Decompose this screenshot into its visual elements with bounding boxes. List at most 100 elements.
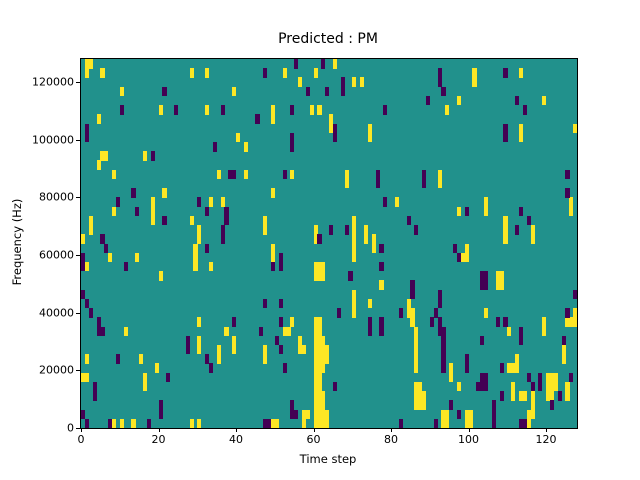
heatmap-cell-high [197, 317, 202, 327]
heatmap-cell-high [313, 68, 318, 78]
heatmap-cell-low [538, 372, 543, 383]
heatmap-cell-high [437, 169, 442, 180]
heatmap-cell-high [189, 68, 194, 78]
heatmap-cell-high [526, 418, 531, 428]
heatmap-cell-high [549, 381, 555, 392]
x-tick-mark [81, 428, 82, 432]
heatmap-cell-low [332, 381, 338, 392]
heatmap-cell-low [123, 261, 128, 272]
y-tick-label: 20000 [39, 363, 74, 377]
heatmap-cell-high [546, 391, 551, 401]
heatmap-cell-high [84, 354, 90, 364]
heatmap-cell-low [290, 142, 295, 152]
chart-title: Predicted : PM [278, 31, 378, 47]
heatmap-cell-low [433, 308, 438, 318]
heatmap-cell-high [573, 123, 577, 134]
heatmap-cell-high [549, 391, 555, 401]
heatmap-cell-low [437, 68, 442, 78]
heatmap-cell-low [480, 335, 485, 346]
heatmap-cell-low [433, 418, 438, 428]
heatmap-cell-high [313, 363, 318, 373]
heatmap-cell-high [84, 372, 90, 383]
heatmap-cell-high [418, 381, 423, 392]
heatmap-cell-high [88, 215, 93, 226]
heatmap-cell-low [146, 418, 152, 428]
heatmap-cell-high [158, 105, 163, 115]
heatmap-cell-low [212, 142, 217, 152]
heatmap-cell-low [503, 317, 508, 327]
heatmap-cell-high [270, 114, 276, 124]
heatmap-cell-low [224, 206, 229, 217]
heatmap-cell-high [445, 409, 450, 420]
heatmap-cell-low [503, 132, 508, 143]
heatmap-cell-low [379, 326, 384, 337]
heatmap-cell-high [569, 197, 574, 207]
heatmap-cell-low [104, 243, 109, 254]
heatmap-cell-high [325, 344, 330, 355]
heatmap-cell-low [92, 391, 97, 401]
heatmap-cell-high [313, 344, 318, 355]
heatmap-cell-low [84, 132, 90, 143]
heatmap-cell-high [553, 372, 558, 383]
heatmap-cell-high [321, 344, 326, 355]
heatmap-cell-high [569, 206, 574, 217]
heatmap-cell-high [352, 308, 357, 318]
heatmap-cell-high [270, 243, 276, 254]
heatmap-cell-high [317, 418, 322, 428]
heatmap-cell-low [414, 225, 419, 235]
heatmap-cell-high [352, 289, 357, 300]
heatmap-cell-high [100, 151, 105, 161]
heatmap-cell-low [441, 335, 446, 346]
heatmap-cell-low [367, 326, 372, 337]
heatmap-cell-high [313, 418, 318, 428]
heatmap-cell-high [197, 225, 202, 235]
heatmap-cell-low [278, 344, 283, 355]
heatmap-cell-high [414, 326, 419, 337]
heatmap-cell-high [414, 363, 419, 373]
heatmap-cell-high [371, 243, 376, 254]
heatmap-cell-low [561, 335, 566, 346]
heatmap-cell-low [294, 409, 299, 420]
heatmap-cell-high [96, 114, 101, 124]
heatmap-cell-high [561, 354, 566, 364]
heatmap-cell-high [503, 234, 508, 244]
heatmap-cell-high [573, 317, 577, 327]
heatmap-cell-high [243, 142, 248, 152]
x-tick-label: 60 [306, 433, 321, 446]
heatmap-cell-high [332, 59, 338, 69]
heatmap-cell-high [484, 308, 489, 318]
heatmap-cell-high [410, 308, 415, 318]
heatmap-cell-low [332, 132, 338, 143]
heatmap-cell-low [379, 261, 384, 272]
heatmap-cell-high [321, 354, 326, 364]
heatmap-cell-low [437, 289, 442, 300]
heatmap-cell-high [123, 326, 128, 337]
heatmap-cell-high [208, 261, 214, 272]
heatmap-cell-high [313, 317, 318, 327]
heatmap-cell-high [414, 381, 419, 392]
heatmap-cell-low [480, 381, 485, 392]
heatmap-cell-high [530, 409, 535, 420]
heatmap-cell-high [363, 225, 369, 235]
y-tick-mark [76, 82, 80, 84]
heatmap-cell-low [92, 381, 97, 392]
heatmap-cell-high [542, 317, 547, 327]
heatmap-cell-low [557, 391, 562, 401]
heatmap-cell-high [542, 326, 547, 337]
heatmap-cell-high [530, 225, 535, 235]
heatmap-cell-high [193, 243, 198, 254]
heatmap-cell-high [108, 252, 113, 263]
heatmap-cell-low [484, 271, 489, 281]
heatmap-cell-high [263, 215, 268, 226]
heatmap-cell-high [367, 298, 372, 309]
heatmap-cell-high [511, 381, 516, 392]
heatmap-cell-high [511, 363, 516, 373]
heatmap-cell-low [135, 206, 140, 217]
heatmap-cell-low [305, 86, 310, 97]
heatmap-cell-high [460, 252, 465, 263]
heatmap-cell-high [418, 391, 423, 401]
heatmap-cell-high [317, 354, 322, 364]
heatmap-cell-high [503, 225, 508, 235]
heatmap-cell-low [81, 409, 86, 420]
heatmap-cell-high [367, 132, 372, 143]
